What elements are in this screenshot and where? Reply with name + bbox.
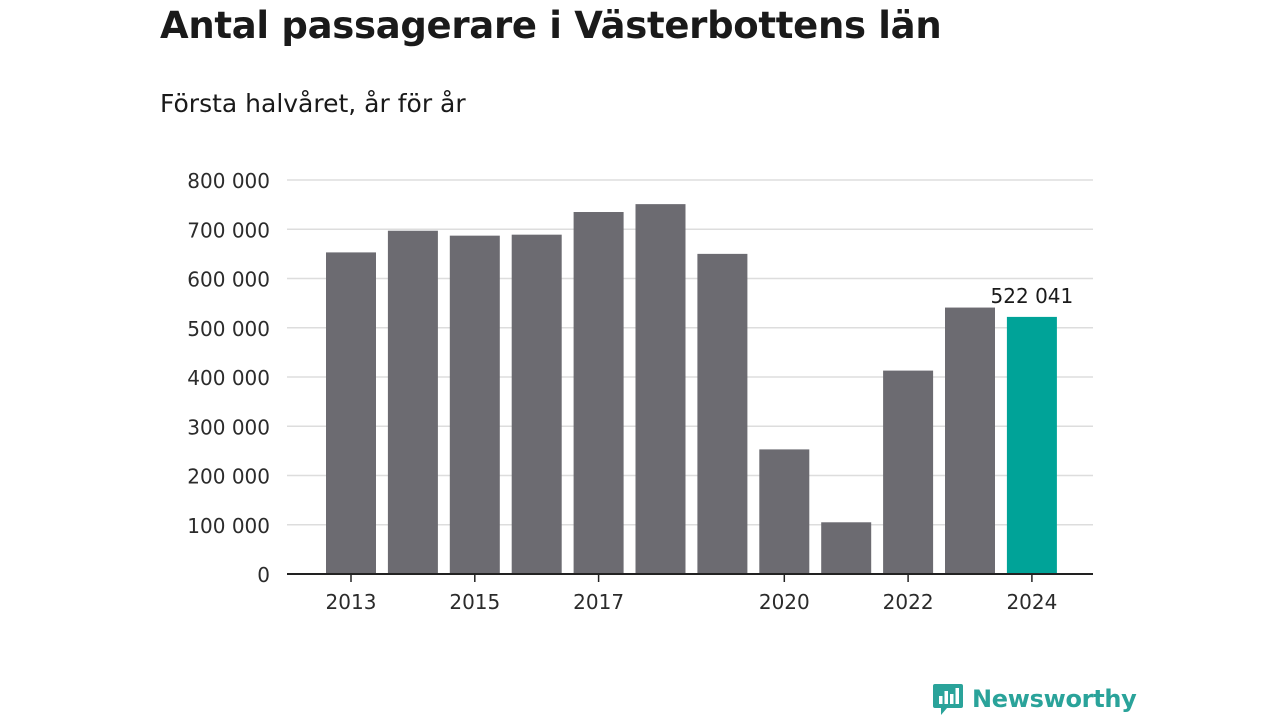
bar-2023 <box>945 307 995 574</box>
bar-2014 <box>387 230 438 575</box>
y-tick-label: 700 000 <box>187 218 270 242</box>
annotations: 522 041 <box>991 284 1074 308</box>
y-axis-tick-labels: 0 100 000 200 000 300 000 400 000 500 000 600 … <box>187 169 270 587</box>
x-axis-tick-labels: 2013 2015 2017 2020 2022 2024 <box>287 573 1093 614</box>
bar-2021 <box>821 522 872 574</box>
y-tick-label: 400 000 <box>187 366 270 390</box>
x-tick-label: 2022 <box>883 590 934 614</box>
chart-subtitle: Första halvåret, år för år <box>160 89 466 118</box>
bars <box>326 204 1057 575</box>
y-tick-label: 600 000 <box>187 268 270 292</box>
y-tick-label: 500 000 <box>187 317 270 341</box>
brand-logo: Newsworthy <box>932 682 1137 716</box>
newsworthy-logo-icon <box>933 684 963 715</box>
bar-2020 <box>759 449 810 574</box>
chart-title: Antal passagerare i Västerbottens län <box>160 4 942 47</box>
x-tick-label: 2024 <box>1006 590 1057 614</box>
y-tick-label: 200 000 <box>187 465 270 489</box>
bar-2015 <box>449 235 500 574</box>
x-tick-label: 2015 <box>449 590 500 614</box>
y-tick-label: 800 000 <box>187 169 270 193</box>
x-tick-label: 2017 <box>573 590 624 614</box>
bar-2016 <box>511 234 562 575</box>
bar-2018 <box>635 204 686 574</box>
bar-2013 <box>326 252 376 574</box>
bar-2022 <box>883 370 934 574</box>
highlight-value-label: 522 041 <box>991 284 1074 308</box>
x-tick-label: 2013 <box>326 590 377 614</box>
y-tick-label: 100 000 <box>187 514 270 538</box>
y-tick-label: 0 <box>257 563 270 587</box>
bar-2017 <box>573 212 624 574</box>
bar-2019 <box>697 253 748 574</box>
brand-name: Newsworthy <box>972 685 1137 713</box>
x-tick-label: 2020 <box>759 590 810 614</box>
y-tick-label: 300 000 <box>187 415 270 439</box>
bar-2024 <box>1006 316 1057 574</box>
